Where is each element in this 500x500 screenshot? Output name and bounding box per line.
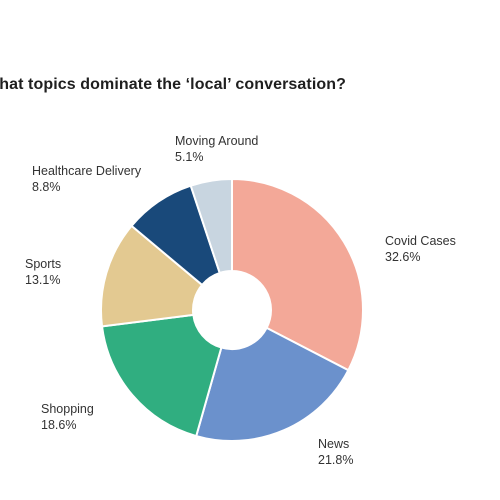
slice-label-name: News xyxy=(318,437,350,451)
slice-label-value: 5.1% xyxy=(175,150,204,164)
slice-covid-cases xyxy=(231,177,364,372)
slice-label-name: Shopping xyxy=(41,402,94,416)
slice-label-name: Sports xyxy=(25,257,62,271)
slice-label-healthcare-delivery: Healthcare Delivery 8.8% xyxy=(32,163,141,195)
slice-label-name: Healthcare Delivery xyxy=(32,164,142,178)
slice-shopping xyxy=(100,313,223,438)
slice-label-value: 32.6% xyxy=(385,250,421,264)
slice-label-value: 21.8% xyxy=(318,453,354,467)
slice-label-value: 18.6% xyxy=(41,418,77,432)
slice-label-value: 8.8% xyxy=(32,180,61,194)
slice-label-name: Moving Around xyxy=(175,134,259,148)
slice-label-covid-cases: Covid Cases 32.6% xyxy=(385,233,456,265)
slice-label-shopping: Shopping 18.6% xyxy=(41,401,94,433)
slice-label-sports: Sports 13.1% xyxy=(25,256,61,288)
slice-sports xyxy=(100,224,204,328)
slice-moving-around xyxy=(189,177,233,275)
slice-news xyxy=(195,326,350,442)
slice-label-value: 13.1% xyxy=(25,273,61,287)
slice-label-moving-around: Moving Around 5.1% xyxy=(175,133,258,165)
chart-title: What topics dominate the ‘local’ convers… xyxy=(0,76,346,93)
slice-label-name: Covid Cases xyxy=(385,234,456,248)
slice-label-news: News 21.8% xyxy=(318,436,353,468)
